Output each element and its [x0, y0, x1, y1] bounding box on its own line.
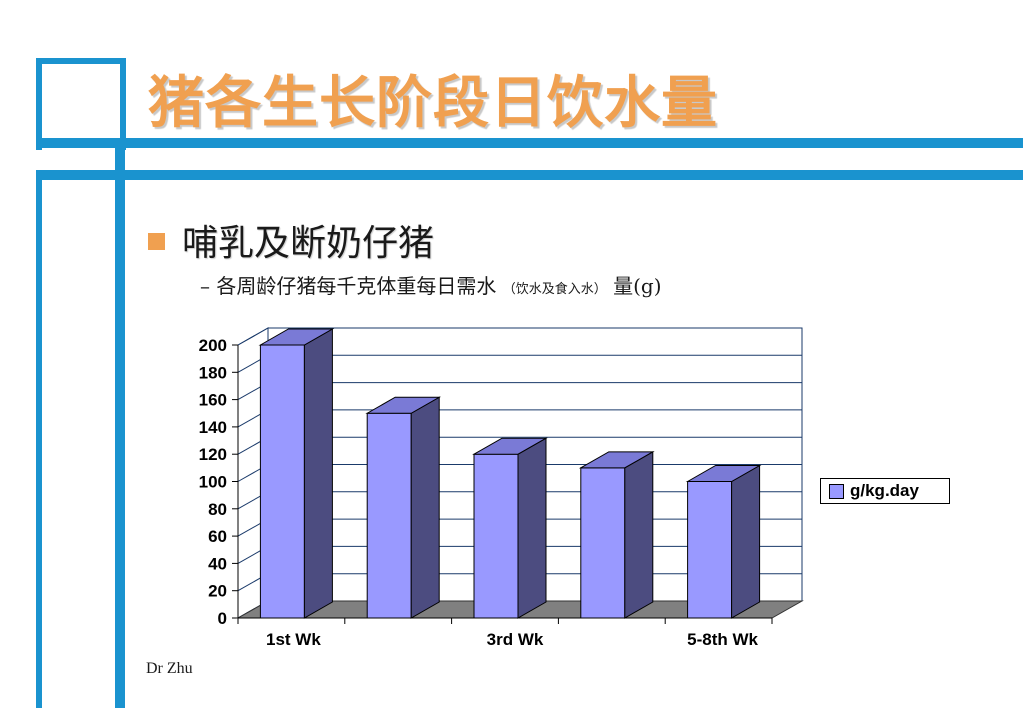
- bar-front: [687, 481, 733, 619]
- y-tick-label: 140: [199, 418, 227, 437]
- bar-top: [258, 328, 335, 346]
- y-tick-label: 60: [208, 527, 227, 546]
- bar-top: [472, 437, 548, 455]
- footer-author: Dr Zhu: [146, 660, 193, 677]
- y-tick-label: 120: [199, 445, 227, 464]
- bar-side: [517, 437, 547, 619]
- bar-side: [624, 450, 654, 619]
- bullet-text: 哺乳及断奶仔猪: [182, 223, 435, 264]
- sub-bullet-suffix: 量(g): [613, 274, 662, 298]
- frame-top-line: [120, 58, 126, 150]
- slide-title: 猪各生长阶段日饮水量: [148, 71, 718, 136]
- bar-top: [578, 451, 655, 469]
- bullet-square-icon: [148, 233, 165, 250]
- bar-top: [365, 396, 442, 414]
- frame-horizontal-line-2: [36, 170, 1023, 180]
- frame-left-box-left: [36, 58, 42, 150]
- bar-side: [410, 396, 440, 619]
- chart-legend: g/kg.day: [820, 478, 950, 504]
- y-tick-label: 180: [199, 363, 227, 382]
- x-tick-label: 3rd Wk: [487, 630, 544, 649]
- sub-bullet-note: （饮水及食入水）: [502, 282, 607, 297]
- frame-vertical-line-inner: [115, 145, 125, 708]
- bar-front: [366, 412, 412, 619]
- gridline-side: [237, 327, 269, 346]
- sub-bullet: – 各周龄仔猪每千克体重每日需水 （饮水及食入水） 量(g): [200, 270, 662, 299]
- frame-vertical-line-left: [36, 170, 42, 708]
- y-tick-label: 200: [199, 336, 227, 355]
- x-tick-label: 5-8th Wk: [687, 630, 758, 649]
- legend-label: g/kg.day: [850, 481, 919, 500]
- frame-horizontal-line-1: [36, 138, 1023, 148]
- y-tick-label: 40: [208, 554, 227, 573]
- y-tick-label: 160: [199, 391, 227, 410]
- sub-bullet-prefix: – 各周龄仔猪每千克体重每日需水: [200, 274, 497, 298]
- legend-swatch: [829, 483, 844, 499]
- bar-side: [303, 328, 333, 619]
- bar-top: [685, 465, 762, 482]
- x-tick-label: 1st Wk: [266, 630, 321, 649]
- y-tick-label: 20: [208, 582, 227, 601]
- y-tick-label: 0: [218, 609, 227, 628]
- frame-left-box-top: [36, 58, 126, 64]
- y-tick-label: 80: [208, 500, 227, 519]
- bar-front: [259, 344, 305, 619]
- bar-front: [473, 453, 519, 619]
- y-tick-label: 100: [199, 473, 227, 492]
- bar-side: [731, 464, 761, 619]
- bar-front: [580, 467, 626, 619]
